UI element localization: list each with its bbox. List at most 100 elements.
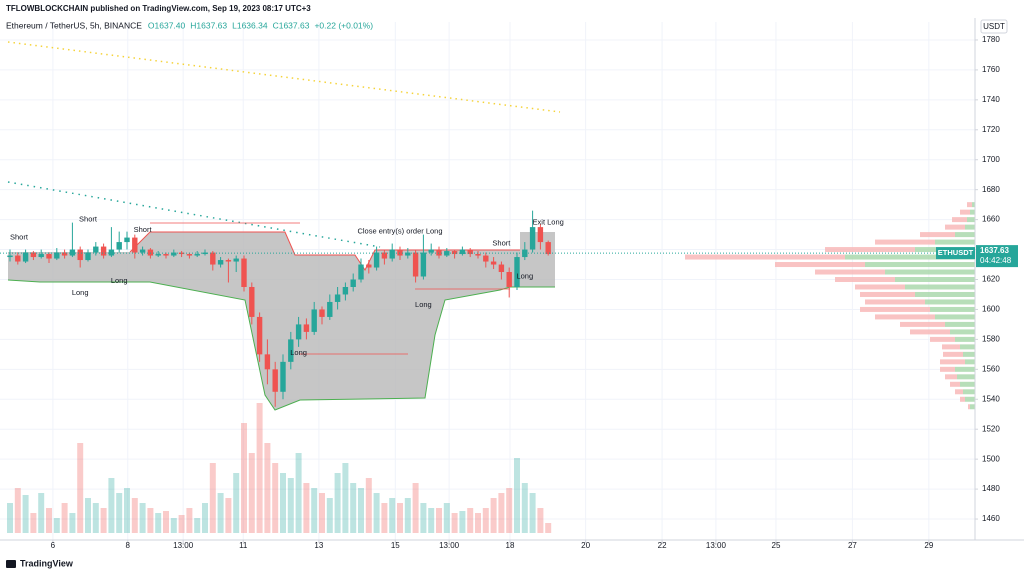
volume-bar	[358, 488, 364, 533]
volume-bar	[420, 503, 427, 533]
signal-label: Short	[10, 233, 29, 242]
signal-label: Exit Long	[533, 218, 564, 227]
candle-body	[389, 249, 395, 259]
volume-bar	[241, 423, 247, 533]
ticker-box	[936, 247, 975, 260]
profile-sell	[930, 336, 955, 342]
price-box	[976, 245, 1018, 268]
profile-buy	[960, 381, 975, 387]
volume-bar	[514, 458, 520, 533]
volume-bar	[209, 463, 216, 533]
signal-label: Long	[290, 348, 307, 357]
volume-bar	[170, 518, 177, 533]
candle-body	[467, 249, 473, 255]
profile-sell	[967, 202, 972, 208]
candle-body	[498, 264, 505, 273]
currency-label: USDT	[983, 22, 1005, 31]
footer-text: TradingView	[20, 558, 74, 568]
signals: Short Long Short Long Short Long Close entry(s…	[10, 215, 564, 357]
published-line: TFLOWBLOCKCHAIN published on TradingView…	[6, 4, 311, 13]
profile-buy	[930, 306, 975, 312]
profile-sell	[968, 404, 970, 410]
envelope-lower	[7, 279, 555, 411]
volume-bar	[537, 508, 544, 533]
volume-bar	[311, 488, 318, 533]
candle-body	[210, 252, 216, 265]
volume-bar	[529, 493, 536, 533]
volume-bar	[280, 473, 286, 533]
candle-body	[545, 242, 551, 255]
volume-bar	[116, 493, 123, 533]
candle-body	[233, 258, 239, 262]
candle-body	[194, 254, 200, 256]
profile-buy	[955, 336, 975, 342]
candle-body	[264, 354, 271, 370]
volume-bar	[256, 403, 263, 533]
volume-bar	[147, 508, 154, 533]
candle-body	[93, 246, 99, 253]
candle-body	[38, 254, 44, 258]
profile-buy	[965, 359, 975, 365]
signal-label: Short	[134, 225, 153, 234]
candle-body	[77, 249, 83, 261]
volume-bar	[248, 453, 255, 533]
candle-body	[490, 261, 497, 265]
volume-bar	[467, 508, 474, 533]
volume-bar	[373, 493, 380, 533]
x-tick-label: 11	[239, 541, 248, 550]
candle-body	[436, 249, 442, 256]
y-tick-label: 1700	[982, 155, 1000, 164]
profile-buy	[957, 374, 975, 380]
price-label: 1637.63	[980, 246, 1009, 255]
profile-buy	[935, 239, 975, 245]
y-tick-label: 1660	[982, 215, 1000, 224]
profile-buy	[915, 291, 975, 297]
x-tick-label: 13:00	[173, 541, 194, 550]
volume-bar	[490, 498, 497, 533]
volume-bar	[202, 503, 208, 533]
candle-body	[22, 252, 29, 262]
volume-bar	[108, 478, 115, 533]
currency-box[interactable]	[980, 19, 1008, 34]
volume-bar	[194, 518, 201, 533]
volume-bar	[155, 513, 162, 533]
volume-bar	[186, 508, 193, 533]
profile-sell	[835, 277, 895, 283]
profile-sell	[943, 351, 963, 357]
candle-body	[15, 255, 21, 262]
ohlc-value: +0.22 (+0.01%)	[314, 20, 373, 30]
candle-body	[397, 249, 403, 256]
candle-body	[358, 264, 364, 280]
profile-buy	[970, 404, 975, 410]
profile-buy	[965, 224, 975, 230]
x-tick-label: 22	[658, 541, 667, 550]
volume-bar	[264, 443, 271, 533]
x-tick-label: 25	[772, 541, 781, 550]
profile-buy	[955, 232, 975, 238]
candle-body	[288, 339, 294, 362]
volume-bar	[326, 498, 333, 533]
volume-bar	[459, 511, 466, 533]
volume-bar	[131, 498, 138, 533]
candle-body	[451, 251, 458, 255]
candle-body	[132, 237, 138, 253]
x-tick-label: 8	[126, 541, 131, 550]
ohlc-value: C1637.63	[273, 20, 310, 30]
candle-body	[100, 246, 107, 256]
x-tick-label: 6	[51, 541, 56, 550]
volume-bar	[295, 453, 302, 533]
profile-buy	[925, 299, 975, 305]
signal-label: Long	[516, 271, 533, 280]
countdown-label: 04:42:48	[980, 256, 1012, 265]
y-tick-label: 1760	[982, 65, 1000, 74]
candle-body	[295, 324, 302, 340]
candle-body	[155, 254, 161, 256]
y-tick-label: 1560	[982, 364, 1000, 373]
volume-profile	[685, 202, 975, 410]
volume-bar	[22, 495, 29, 533]
y-tick-label: 1480	[982, 484, 1000, 493]
volume-bar	[163, 511, 169, 533]
candle-body	[163, 254, 169, 256]
candle-body	[202, 252, 208, 255]
candle-body	[147, 249, 154, 256]
